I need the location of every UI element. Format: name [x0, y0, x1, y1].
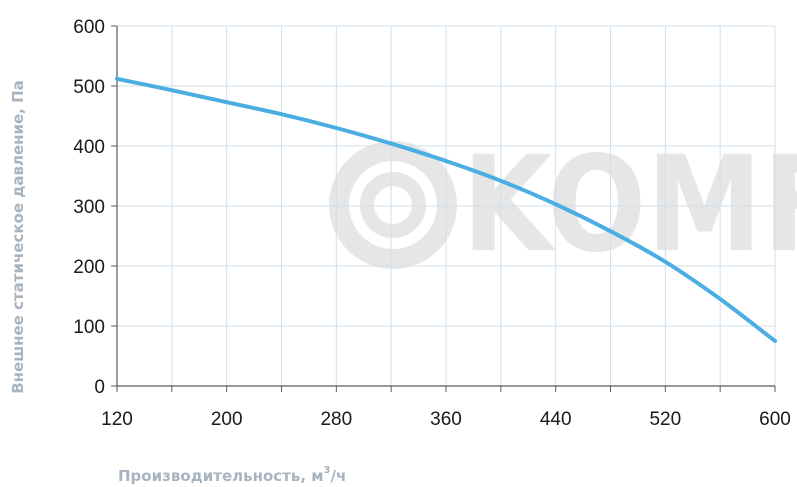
y-tick-label-100: 100 [73, 317, 105, 338]
x-tick-label-600: 600 [759, 409, 791, 430]
axes [111, 25, 776, 392]
watermark-logo-icon [329, 141, 457, 269]
y-tick-label-500: 500 [73, 77, 105, 98]
watermark-text: KOMF [462, 128, 797, 282]
watermark-logo-inner-icon [360, 172, 426, 238]
watermark: KOMF [329, 128, 797, 282]
grid [117, 25, 776, 386]
x-axis-title: Производительность, м3/ч [118, 465, 346, 485]
y-axis-title: Внешнее статическое давление, Па [9, 80, 27, 394]
x-axis-title-tail: /ч [330, 467, 346, 485]
y-tick-label-200: 200 [73, 257, 105, 278]
x-axis-title-sup: 3 [324, 465, 331, 476]
x-tick-label-120: 120 [101, 409, 133, 430]
y-tick-label-0: 0 [94, 377, 105, 398]
x-tick-label-440: 440 [540, 409, 572, 430]
y-tick-label-300: 300 [73, 197, 105, 218]
x-tick-label-520: 520 [649, 409, 681, 430]
series-layer [115, 76, 777, 343]
x-axis-title-main: Производительность, м [118, 467, 324, 485]
x-tick-label-280: 280 [320, 409, 352, 430]
x-tick-label-360: 360 [430, 409, 462, 430]
x-tick-label-200: 200 [211, 409, 243, 430]
series-line-0 [115, 76, 777, 343]
y-tick-label-600: 600 [73, 17, 105, 38]
tick-labels: 0 100 200 300 400 500 600 120 200 280 360 440 520 600 [73, 17, 791, 430]
y-tick-label-400: 400 [73, 137, 105, 158]
